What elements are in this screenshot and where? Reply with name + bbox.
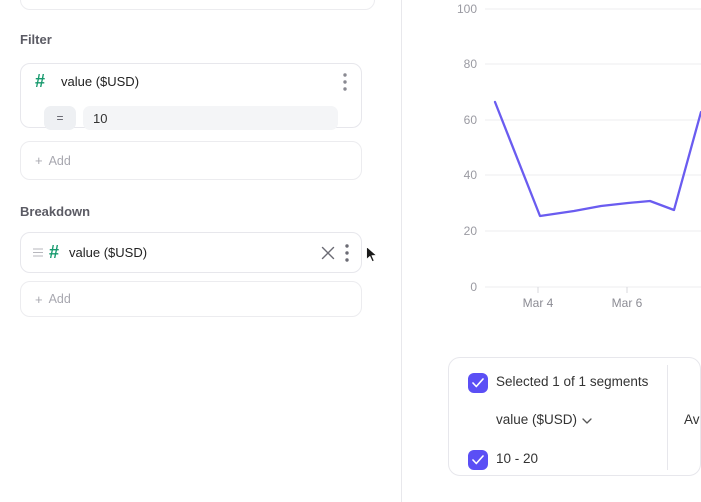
svg-text:0: 0 — [470, 280, 477, 294]
svg-text:40: 40 — [464, 168, 478, 182]
svg-text:20: 20 — [464, 224, 478, 238]
svg-text:Mar 4: Mar 4 — [523, 296, 554, 310]
svg-text:80: 80 — [464, 57, 478, 71]
svg-text:60: 60 — [464, 113, 478, 127]
svg-text:100: 100 — [457, 2, 477, 16]
svg-text:Mar 6: Mar 6 — [612, 296, 643, 310]
